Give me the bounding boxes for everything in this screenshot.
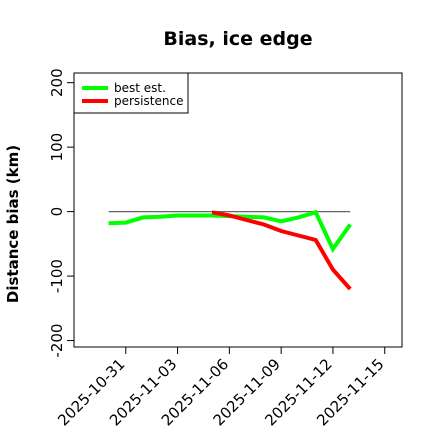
series-line-best-est [108, 209, 352, 253]
chart-title: Bias, ice edge [163, 28, 312, 50]
legend-label-persistence: persistence [114, 94, 183, 108]
legend: best est. persistence [73, 72, 189, 114]
y-axis: -200 -100 0 100 200 [48, 68, 74, 358]
legend-label-best-est: best est. [114, 81, 166, 95]
series-line-persistence [211, 210, 352, 291]
plot-area-frame [73, 72, 403, 348]
y-tick-label: -100 [48, 259, 66, 293]
y-axis-label: Distance bias (km) [4, 145, 22, 303]
y-tick-label: 0 [48, 207, 66, 217]
y-tick-label: 100 [48, 133, 66, 162]
x-axis: 2025-10-312025-11-032025-11-062025-11-09… [54, 347, 388, 429]
series-layer [108, 209, 352, 291]
y-tick-label: 200 [48, 68, 66, 97]
legend-box [73, 72, 189, 114]
y-tick-label: -200 [48, 324, 66, 358]
